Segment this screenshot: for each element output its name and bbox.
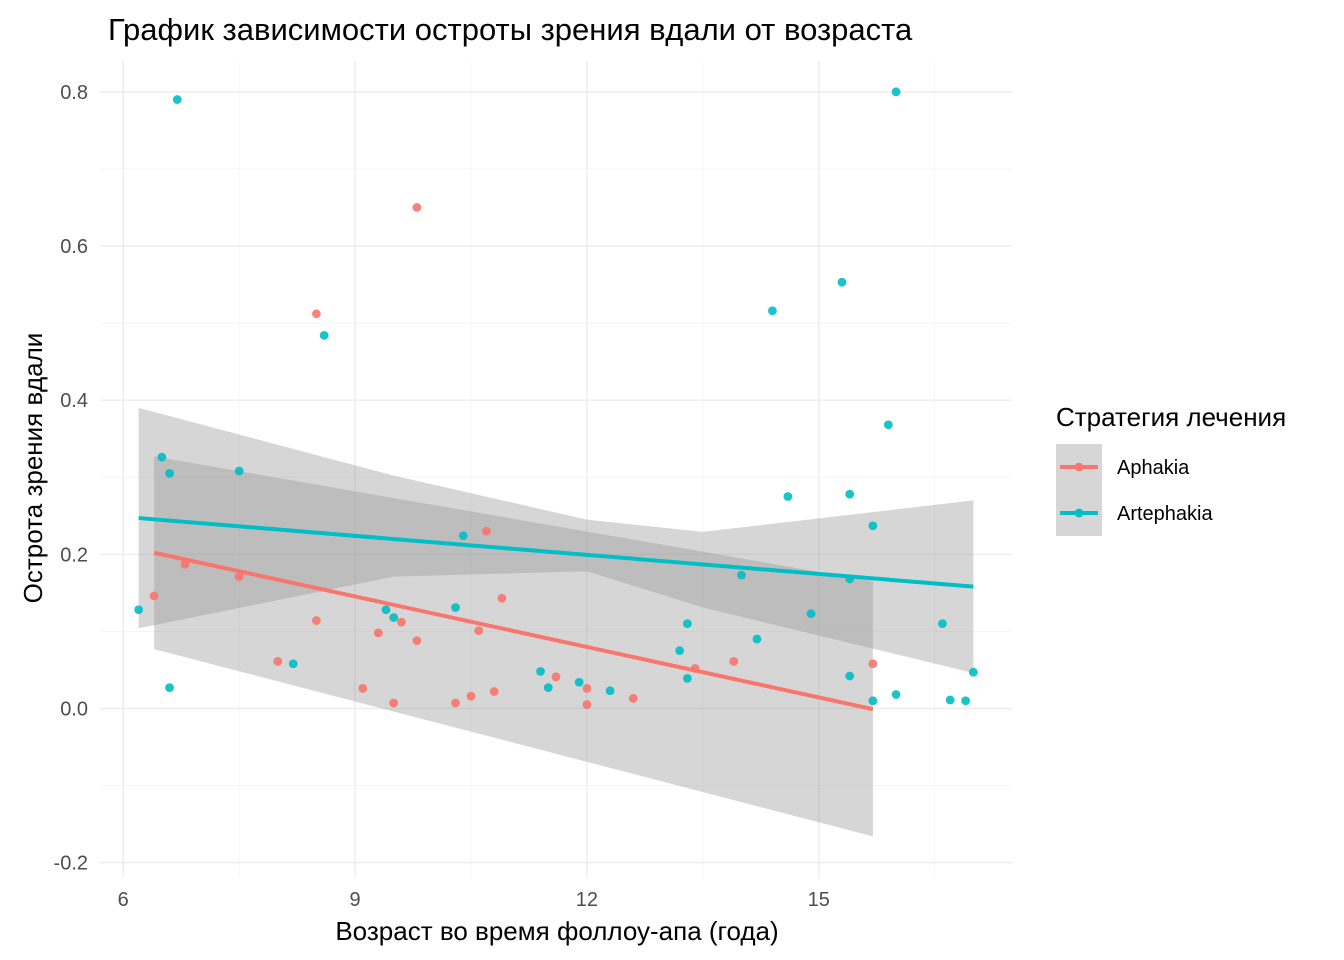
chart-title: График зависимости остроты зрения вдали … xyxy=(108,12,913,47)
point-artephakia-29 xyxy=(868,696,878,706)
legend-key-point xyxy=(1074,508,1084,518)
point-aphakia-15 xyxy=(482,526,491,536)
point-aphakia-13 xyxy=(466,691,476,701)
point-artephakia-16 xyxy=(675,646,685,656)
point-aphakia-14 xyxy=(474,626,484,635)
point-artephakia-30 xyxy=(883,420,893,430)
trend-line-aphakia xyxy=(153,550,874,712)
point-artephakia-23 xyxy=(806,609,816,619)
point-aphakia-8 xyxy=(389,698,399,708)
point-artephakia-4 xyxy=(172,95,182,104)
point-artephakia-9 xyxy=(389,613,399,622)
point-artephakia-24 xyxy=(837,277,847,287)
legend-label: Artephakia xyxy=(1117,503,1213,525)
point-artephakia-34 xyxy=(945,695,955,705)
point-aphakia-23 xyxy=(729,657,739,666)
point-artephakia-3 xyxy=(165,683,174,693)
trend-lines xyxy=(138,516,974,712)
point-artephakia-19 xyxy=(737,570,746,580)
point-aphakia-12 xyxy=(451,698,460,708)
x-tick-label: 12 xyxy=(576,889,598,911)
point-aphakia-1 xyxy=(180,559,190,569)
point-aphakia-21 xyxy=(628,694,638,703)
point-aphakia-19 xyxy=(582,683,592,693)
point-artephakia-36 xyxy=(968,667,978,677)
point-artephakia-17 xyxy=(682,619,692,629)
point-aphakia-10 xyxy=(412,636,422,646)
x-tick-label: 9 xyxy=(349,889,360,911)
point-artephakia-31 xyxy=(891,87,901,97)
point-aphakia-17 xyxy=(497,593,507,603)
legend-keys: Aphakia Artephakia xyxy=(1056,444,1213,536)
y-tick-label: 0.0 xyxy=(60,698,88,720)
point-artephakia-1 xyxy=(157,452,167,462)
legend: Стратегия лечения Aphakia Artephakia xyxy=(1056,402,1286,536)
point-aphakia-5 xyxy=(312,616,321,625)
point-artephakia-15 xyxy=(605,686,615,696)
x-tick-label: 15 xyxy=(808,889,830,911)
point-artephakia-11 xyxy=(458,531,468,541)
ribbon-aphakia xyxy=(154,456,873,837)
legend-key-point xyxy=(1074,462,1084,472)
y-axis-title: Острота зрения вдали xyxy=(18,333,48,604)
x-tick-label: 6 xyxy=(118,889,129,911)
point-artephakia-33 xyxy=(938,619,947,629)
point-artephakia-27 xyxy=(845,671,855,681)
point-aphakia-18 xyxy=(551,672,561,682)
ribbon-artephakia xyxy=(138,407,974,673)
y-tick-label: 0.2 xyxy=(60,544,88,566)
point-aphakia-9 xyxy=(397,617,406,627)
point-aphakia-3 xyxy=(273,657,283,666)
point-artephakia-25 xyxy=(845,489,855,499)
point-artephakia-28 xyxy=(868,521,878,531)
y-tick-label: -0.2 xyxy=(54,853,88,875)
point-artephakia-7 xyxy=(319,330,329,340)
legend-title: Стратегия лечения xyxy=(1056,402,1286,432)
point-artephakia-20 xyxy=(752,634,762,644)
x-axis-title: Возраст во время фоллоу-апа (года) xyxy=(335,916,778,946)
point-artephakia-32 xyxy=(891,690,901,699)
point-artephakia-12 xyxy=(536,667,545,676)
point-aphakia-4 xyxy=(312,309,321,319)
tick-labels: 6 9 12 15 -0.2 0.0 0.2 0.4 0.6 0.8 xyxy=(54,82,830,911)
point-aphakia-16 xyxy=(489,687,499,696)
point-aphakia-24 xyxy=(868,659,878,669)
grid xyxy=(100,61,1012,878)
point-artephakia-10 xyxy=(451,603,460,612)
point-artephakia-18 xyxy=(682,673,692,683)
point-artephakia-0 xyxy=(134,605,144,615)
point-artephakia-8 xyxy=(381,605,391,615)
point-artephakia-14 xyxy=(574,677,584,687)
point-artephakia-21 xyxy=(768,306,777,316)
point-aphakia-20 xyxy=(582,700,592,709)
legend-item-artephakia: Artephakia xyxy=(1056,490,1213,536)
point-aphakia-0 xyxy=(149,591,159,601)
y-tick-label: 0.8 xyxy=(60,82,88,104)
point-artephakia-6 xyxy=(288,659,298,669)
trend-line-artephakia xyxy=(138,516,974,589)
point-artephakia-35 xyxy=(961,696,971,706)
point-aphakia-2 xyxy=(234,572,244,582)
data-points xyxy=(134,87,978,709)
legend-label: Aphakia xyxy=(1117,457,1190,479)
point-artephakia-5 xyxy=(234,466,244,476)
point-artephakia-2 xyxy=(165,468,174,478)
point-aphakia-11 xyxy=(412,203,422,212)
point-artephakia-22 xyxy=(783,492,793,501)
y-tick-label: 0.4 xyxy=(60,390,88,412)
point-aphakia-7 xyxy=(373,628,383,638)
confidence-ribbons xyxy=(138,407,974,837)
legend-item-aphakia: Aphakia xyxy=(1056,444,1190,490)
point-artephakia-13 xyxy=(543,683,553,693)
y-tick-label: 0.6 xyxy=(60,236,88,258)
point-aphakia-6 xyxy=(358,683,368,693)
